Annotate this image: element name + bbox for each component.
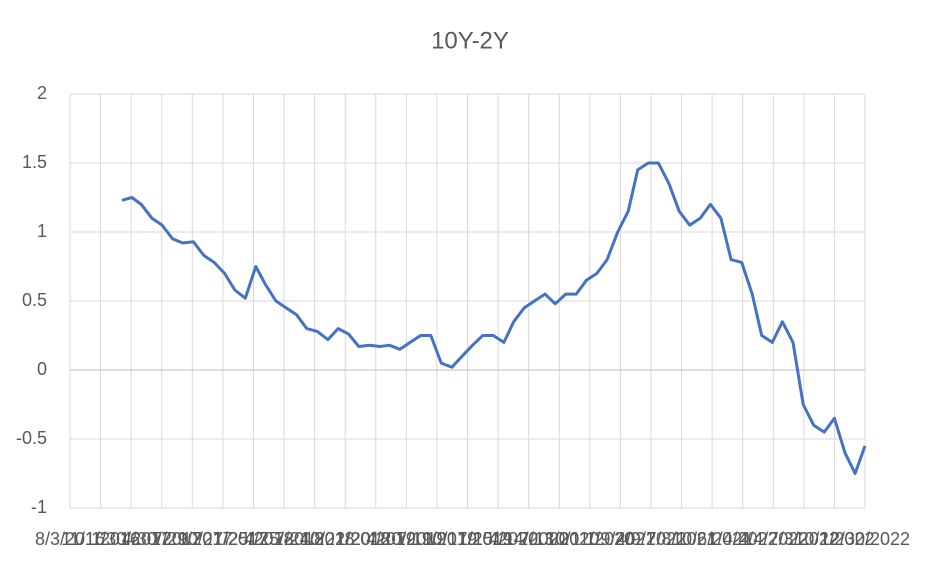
x-tick-label: 1/25/2018 bbox=[213, 529, 293, 549]
x-tick-label: 4/25/2018 bbox=[244, 529, 324, 549]
x-tick-label: 1/15/2020 bbox=[458, 529, 538, 549]
x-tick-label: 10/1/2022 bbox=[794, 529, 874, 549]
y-tick-label: 0.5 bbox=[22, 290, 47, 310]
x-tick-label: 10/6/2021 bbox=[672, 529, 752, 549]
y-tick-label: 1.5 bbox=[22, 152, 47, 172]
x-tick-label: 10/17/2019 bbox=[422, 529, 512, 549]
x-tick-label: 4/14/2020 bbox=[489, 529, 569, 549]
x-tick-label: 1/4/2022 bbox=[708, 529, 778, 549]
x-tick-label: 7/3/2022 bbox=[769, 529, 839, 549]
x-tick-label: 10/27/2017 bbox=[178, 529, 268, 549]
x-tick-label: 1/20/2019 bbox=[336, 529, 416, 549]
x-tick-label: 4/30/2017 bbox=[122, 529, 202, 549]
x-tick-label: 4/20/2019 bbox=[366, 529, 446, 549]
x-tick-label: 4/9/2021 bbox=[616, 529, 686, 549]
x-tick-label: 7/13/2020 bbox=[519, 529, 599, 549]
x-tick-label: 10/22/2018 bbox=[300, 529, 390, 549]
y-tick-label: 0 bbox=[37, 359, 47, 379]
y-tick-label: 1 bbox=[37, 221, 47, 241]
x-tick-label: 7/8/2021 bbox=[646, 529, 716, 549]
y-tick-label: -0.5 bbox=[16, 428, 47, 448]
y-tick-label: -1 bbox=[31, 497, 47, 517]
x-tick-label: 7/19/2019 bbox=[397, 529, 477, 549]
x-tick-label: 7/29/2017 bbox=[152, 529, 232, 549]
x-tick-label: 1/9/2021 bbox=[585, 529, 655, 549]
x-tick-label: 1/30/2017 bbox=[91, 529, 171, 549]
x-tick-label: 10/11/2020 bbox=[545, 529, 634, 549]
y-tick-label: 2 bbox=[37, 83, 47, 103]
chart-title: 10Y-2Y bbox=[431, 27, 509, 54]
x-tick-label: 11/1/2016 bbox=[61, 529, 140, 549]
x-tick-label: 12/30/2022 bbox=[820, 529, 910, 549]
x-tick-label: 4/4/2022 bbox=[738, 529, 808, 549]
data-line bbox=[121, 161, 867, 475]
x-tick-label: 8/3/2016 bbox=[35, 529, 105, 549]
x-tick-label: 7/24/2018 bbox=[275, 529, 355, 549]
